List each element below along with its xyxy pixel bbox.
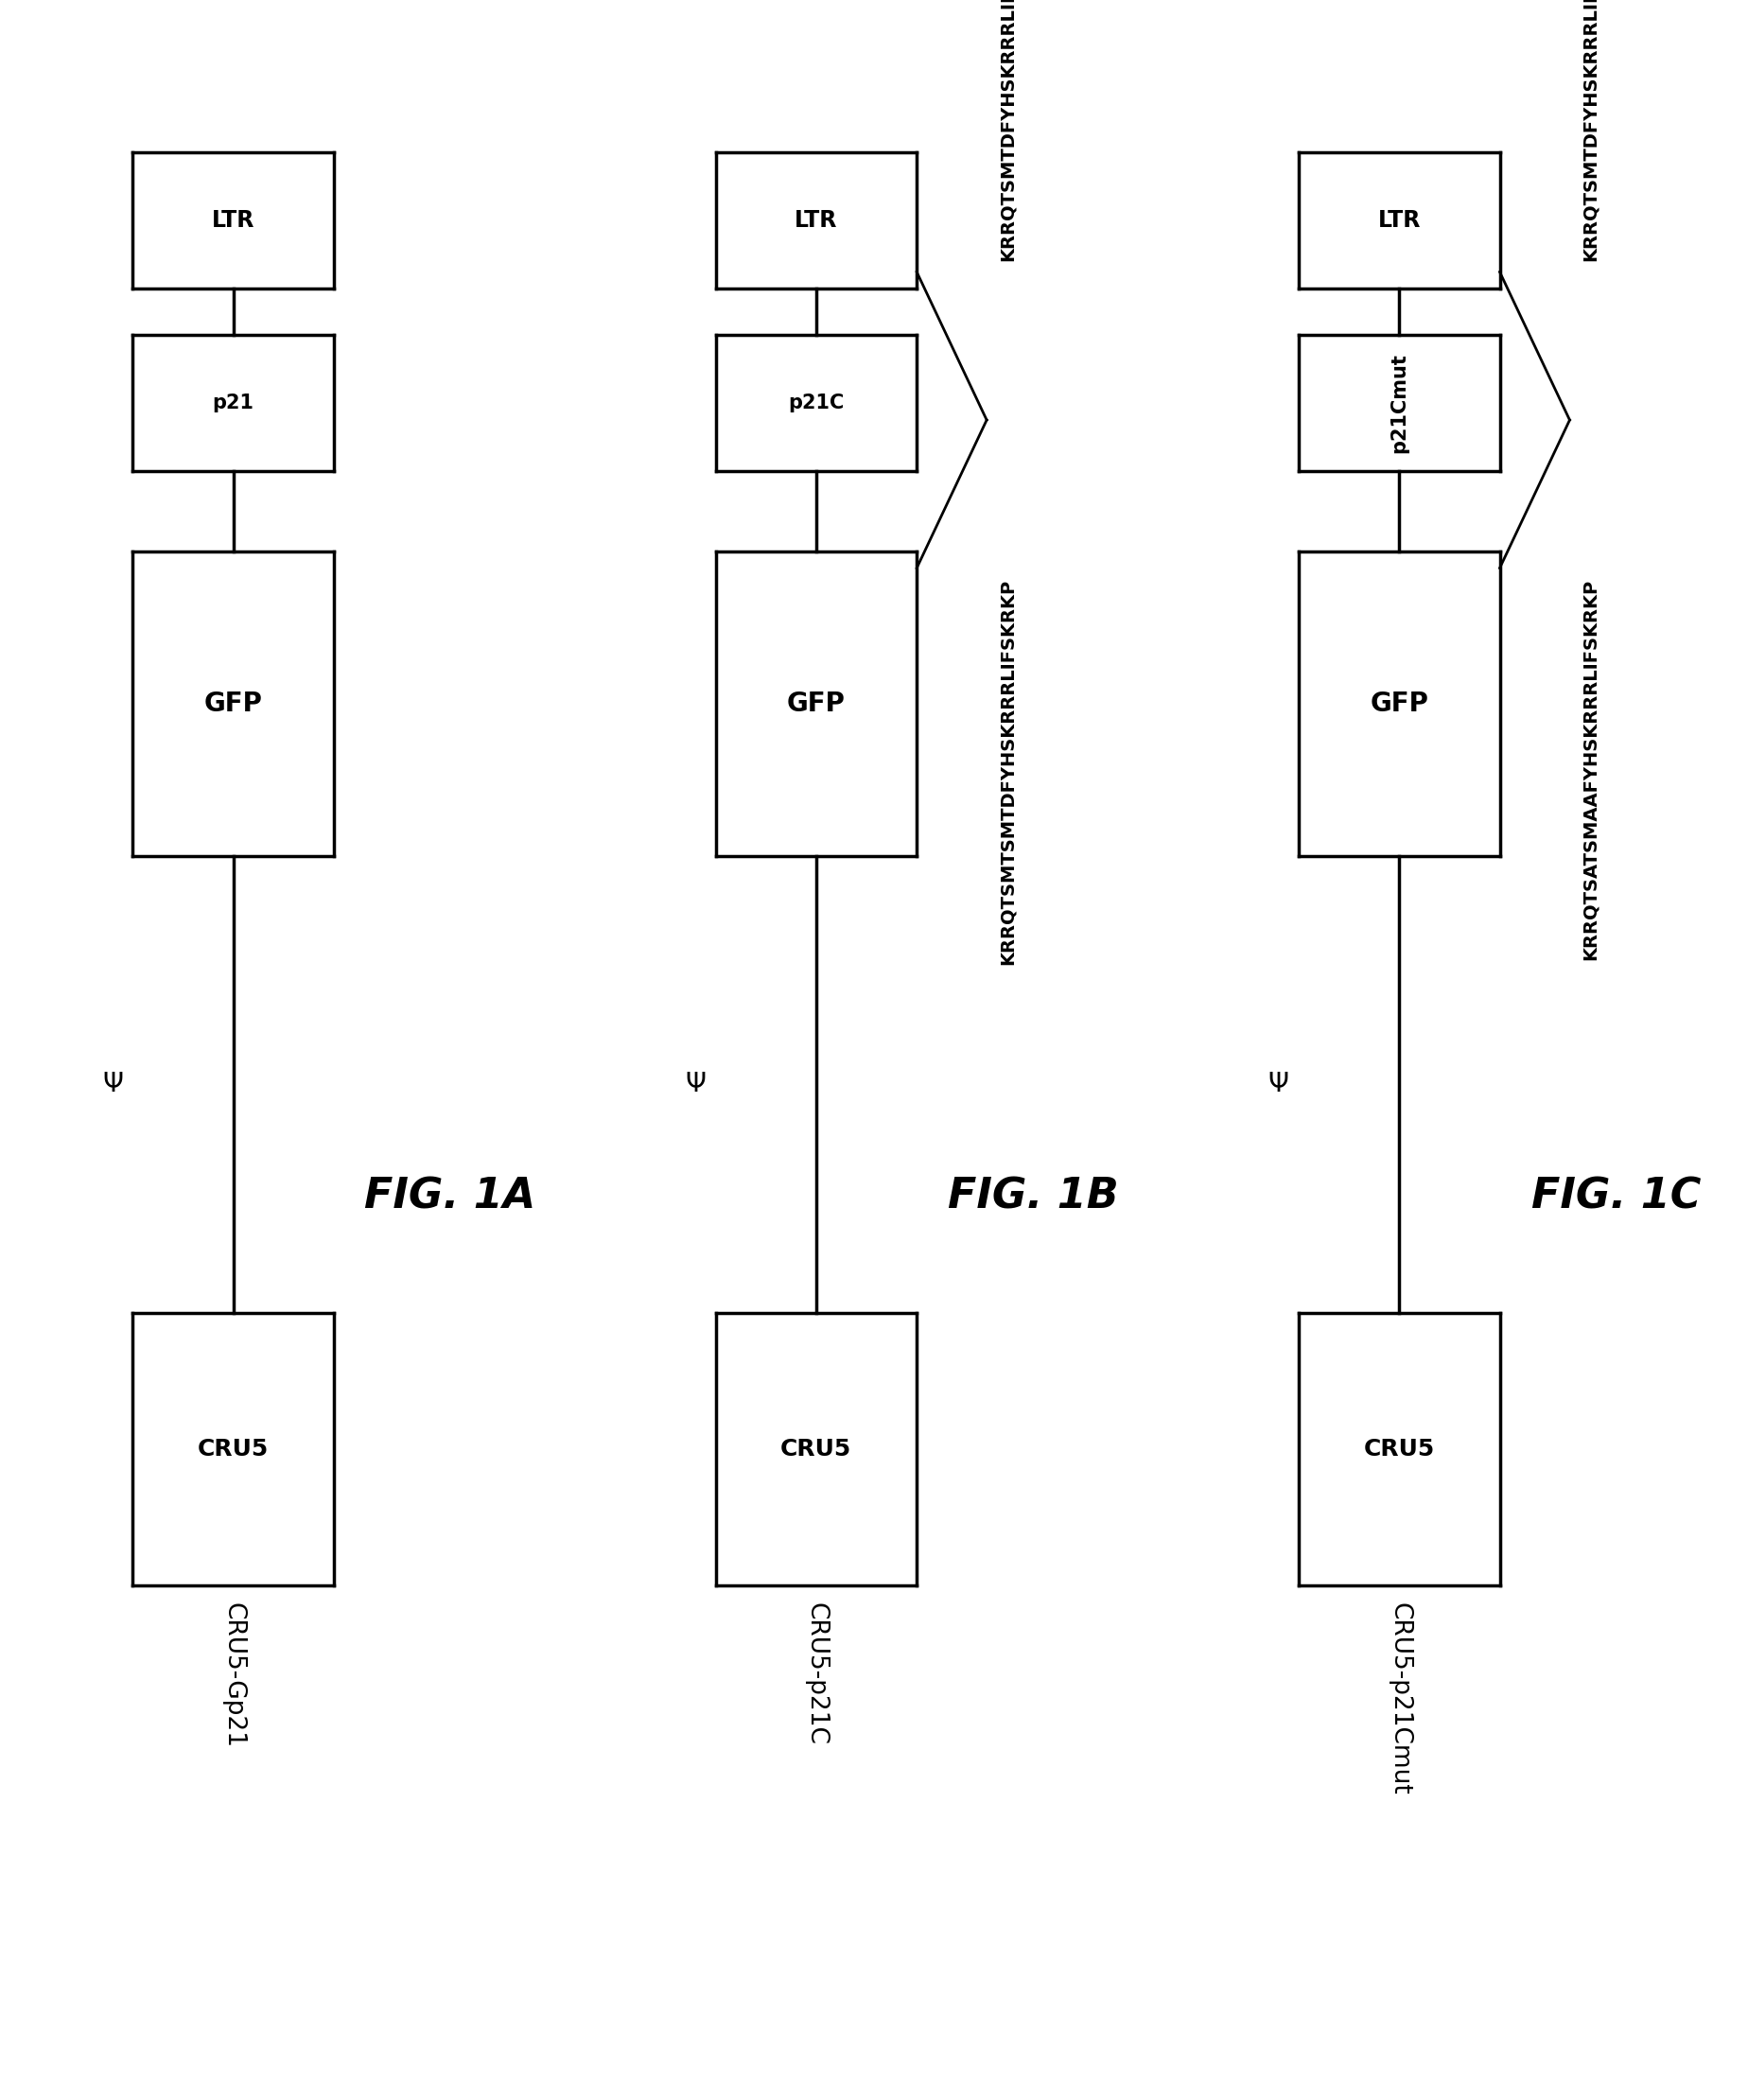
Text: CRU5-p21C: CRU5-p21C — [804, 1602, 829, 1745]
Text: p21C: p21C — [788, 393, 844, 414]
Text: LTR: LTR — [1377, 210, 1419, 231]
Text: KRRQTSMTDFYHSKRRRLIFSKRKP: KRRQTSMTDFYHSKRRRLIFSKRKP — [998, 0, 1016, 260]
Text: Ψ: Ψ — [101, 1071, 122, 1098]
Text: FIG. 1C: FIG. 1C — [1531, 1176, 1701, 1218]
Text: FIG. 1B: FIG. 1B — [947, 1176, 1119, 1218]
Text: FIG. 1A: FIG. 1A — [364, 1176, 537, 1218]
Text: KRRQTSMTDFYHSKRRRLIFSKRKP: KRRQTSMTDFYHSKRRRLIFSKRKP — [1580, 0, 1598, 260]
Text: p21Cmut: p21Cmut — [1390, 353, 1407, 454]
Text: GFP: GFP — [1369, 691, 1428, 716]
Text: LTR: LTR — [794, 210, 837, 231]
Text: CRU5: CRU5 — [198, 1438, 269, 1459]
Text: GFP: GFP — [205, 691, 262, 716]
Text: KRRQTSATSMAAFYHSKRRRLIFSKRKP: KRRQTSATSMAAFYHSKRRRLIFSKRKP — [1580, 578, 1598, 960]
Text: CRU5-Gp21: CRU5-Gp21 — [220, 1602, 245, 1747]
Text: LTR: LTR — [212, 210, 255, 231]
Text: Ψ: Ψ — [685, 1071, 706, 1098]
Text: CRU5: CRU5 — [1363, 1438, 1433, 1459]
Text: GFP: GFP — [787, 691, 844, 716]
Text: CRU5: CRU5 — [780, 1438, 851, 1459]
Text: p21: p21 — [212, 393, 253, 414]
Text: CRU5-p21Cmut: CRU5-p21Cmut — [1386, 1602, 1411, 1796]
Text: KRRQTSMTSMTDFYHSKRRRLIFSKRKP: KRRQTSMTSMTDFYHSKRRRLIFSKRKP — [998, 578, 1016, 964]
Text: Ψ: Ψ — [1267, 1071, 1288, 1098]
